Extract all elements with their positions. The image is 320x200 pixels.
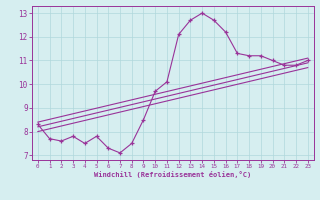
X-axis label: Windchill (Refroidissement éolien,°C): Windchill (Refroidissement éolien,°C)	[94, 171, 252, 178]
